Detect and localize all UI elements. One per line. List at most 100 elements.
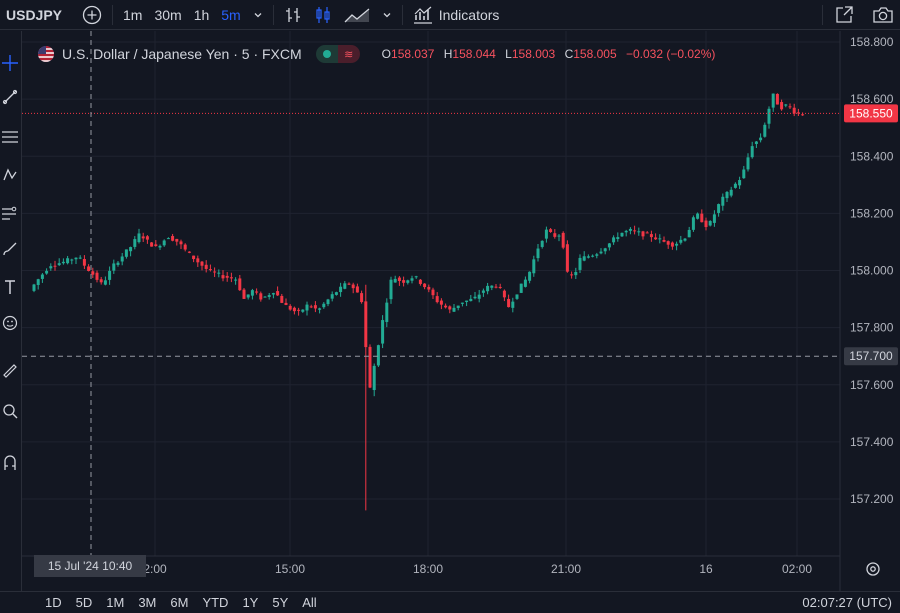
- crosshair-price-badge: [844, 347, 898, 366]
- candle: [561, 231, 565, 250]
- bars-chart-icon: [285, 7, 300, 22]
- area-style-button[interactable]: [338, 0, 376, 30]
- candle: [57, 258, 61, 267]
- candle: [326, 298, 330, 307]
- trendline-tool-button[interactable]: [0, 85, 20, 109]
- candle: [704, 217, 708, 231]
- text-tool-button[interactable]: [0, 275, 20, 299]
- candle: [460, 302, 464, 307]
- low-value: 158.003: [511, 47, 556, 61]
- interval-dropdown-button[interactable]: [247, 0, 269, 30]
- range-1d-button[interactable]: 1D: [45, 595, 62, 610]
- candle: [700, 209, 704, 223]
- fullscreen-button[interactable]: [828, 0, 860, 30]
- candle: [725, 191, 729, 203]
- candle: [225, 272, 229, 282]
- candle: [137, 228, 141, 244]
- candle: [771, 93, 775, 112]
- brush-tool-button[interactable]: [0, 237, 20, 261]
- market-status-pill[interactable]: ≋: [315, 45, 360, 63]
- range-1m-button[interactable]: 1M: [106, 595, 125, 610]
- bar-style-button[interactable]: [278, 0, 308, 30]
- candle: [234, 277, 238, 285]
- indicators-button[interactable]: Indicators: [407, 0, 506, 30]
- candle: [528, 271, 532, 284]
- time-tick-label: 02:00: [782, 562, 812, 576]
- chart-settings-button[interactable]: [864, 560, 882, 578]
- candle: [721, 193, 725, 211]
- candle: [112, 259, 116, 274]
- candle: [103, 276, 107, 286]
- utc-clock[interactable]: 02:07:27 (UTC): [802, 595, 892, 610]
- candle: [439, 298, 443, 310]
- candle: [343, 281, 347, 290]
- candle: [82, 255, 86, 270]
- chart-type-dropdown-button[interactable]: [376, 0, 398, 30]
- range-toolbar: 1D 5D 1M 3M 6M YTD 1Y 5Y All 02:07:27 (U…: [0, 591, 900, 613]
- time-tick-label: 15:00: [275, 562, 305, 576]
- range-3m-button[interactable]: 3M: [138, 595, 157, 610]
- candle: [74, 257, 78, 265]
- range-all-button[interactable]: All: [302, 595, 317, 610]
- candle: [662, 236, 666, 243]
- range-5y-button[interactable]: 5Y: [272, 595, 289, 610]
- candle: [397, 276, 401, 286]
- candle: [712, 210, 716, 227]
- candle: [553, 229, 557, 239]
- candle: [683, 238, 687, 242]
- candle: [750, 141, 754, 159]
- crosshair-time-label: 15 Jul '24 10:40: [34, 555, 146, 577]
- candle: [221, 270, 225, 282]
- symbol-title[interactable]: U.S. Dollar / Japanese Yen · 5 · FXCM: [62, 46, 302, 62]
- candle: [213, 267, 217, 277]
- candle: [465, 300, 469, 307]
- crosshair-tool-button[interactable]: [0, 51, 20, 75]
- compare-add-button[interactable]: [76, 0, 108, 30]
- close-value: 158.005: [573, 47, 617, 61]
- candle: [171, 233, 175, 242]
- candle: [116, 261, 120, 267]
- candle: [129, 246, 133, 257]
- range-5d-button[interactable]: 5D: [75, 595, 93, 610]
- icon-tool-button[interactable]: [0, 311, 20, 335]
- plus-circle-icon: [82, 5, 102, 24]
- candles-style-button[interactable]: [308, 0, 338, 30]
- pattern-tool-button[interactable]: [0, 163, 20, 187]
- candle: [263, 296, 267, 298]
- range-1y-button[interactable]: 1Y: [242, 595, 259, 610]
- candle: [586, 254, 590, 259]
- candle: [536, 244, 540, 262]
- measure-tool-button[interactable]: [0, 359, 20, 383]
- candle: [301, 309, 305, 313]
- candle: [582, 251, 586, 262]
- interval-30m-button[interactable]: 30m: [154, 6, 182, 23]
- interval-5m-button[interactable]: 5m: [221, 6, 241, 23]
- price-tick-label: 157.800: [850, 321, 894, 335]
- candle: [549, 228, 553, 233]
- symbol-search-button[interactable]: USDJPY: [6, 6, 63, 23]
- candle: [276, 286, 280, 296]
- zoom-tool-button[interactable]: [0, 399, 20, 423]
- interval-1m-button[interactable]: 1m: [123, 6, 143, 23]
- screenshot-button[interactable]: [866, 0, 900, 30]
- toolbar-divider: [272, 4, 274, 25]
- candle: [267, 292, 271, 300]
- candle: [242, 287, 246, 300]
- prediction-tool-button[interactable]: [0, 201, 20, 225]
- candle: [427, 284, 431, 293]
- candle: [754, 141, 758, 148]
- interval-1h-button[interactable]: 1h: [193, 6, 210, 23]
- range-6m-button[interactable]: 6M: [170, 595, 189, 610]
- candle: [32, 283, 36, 293]
- candle: [99, 276, 103, 285]
- candle: [708, 220, 712, 227]
- candle: [557, 233, 561, 242]
- candle: [456, 305, 460, 311]
- magnet-tool-button[interactable]: [0, 451, 20, 475]
- candle: [372, 363, 376, 397]
- price-chart[interactable]: 158.800 158.600 158.400 158.200 158.000 157.8…: [22, 31, 900, 591]
- fib-tool-button[interactable]: [0, 125, 20, 149]
- candle: [154, 240, 158, 247]
- range-ytd-button[interactable]: YTD: [202, 595, 229, 610]
- candle: [292, 306, 296, 315]
